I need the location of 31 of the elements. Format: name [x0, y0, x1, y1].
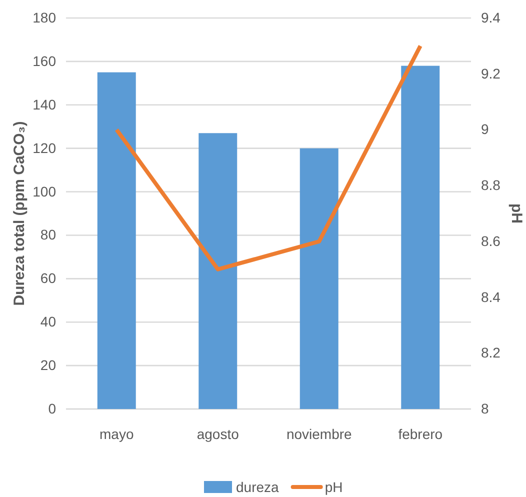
y-tick-label: 160 [32, 52, 56, 69]
y-tick-label: 0 [48, 400, 56, 416]
y-tick-label: 80 [40, 226, 56, 243]
y2-axis-title: pH [508, 204, 525, 224]
x-tick-label: mayo [100, 426, 134, 442]
x-tick-label: febrero [398, 426, 443, 442]
y-tick-label: 100 [32, 183, 56, 200]
y2-tick-label: 8.6 [481, 232, 501, 249]
y-tick-label: 120 [32, 140, 56, 156]
y2-tick-label: 8 [481, 400, 489, 416]
bar [401, 66, 440, 409]
y2-tick-label: 9.2 [481, 65, 501, 82]
x-tick-label: agosto [196, 426, 240, 442]
y2-tick-label: 9.4 [481, 9, 501, 26]
y-axis-title: Dureza total (ppm CaCO₃) [11, 121, 28, 306]
y-tick-label: 180 [32, 9, 56, 26]
y2-tick-label: 8.8 [481, 177, 501, 194]
bar [300, 148, 338, 409]
y2-tick-label: 9 [481, 121, 489, 138]
bar [97, 72, 136, 409]
legend-label: dureza [236, 479, 280, 495]
y-tick-label: 20 [40, 357, 56, 374]
bar [198, 133, 238, 409]
y2-tick-label: 8.4 [481, 288, 501, 305]
x-tick-label: noviembre [286, 426, 352, 442]
y-tick-label: 40 [40, 314, 56, 330]
legend-label: pH [324, 479, 343, 495]
y2-tick-label: 8.2 [481, 344, 501, 361]
line-series [114, 44, 422, 272]
y-tick-label: 140 [32, 96, 56, 112]
y-tick-label: 60 [40, 270, 56, 286]
